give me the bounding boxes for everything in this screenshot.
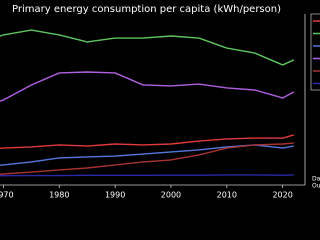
series-line xyxy=(0,174,294,177)
x-tick-label: 1980 xyxy=(49,191,69,200)
source-note: Da xyxy=(312,176,320,183)
chart-title: Primary energy consumption per capita (k… xyxy=(12,4,281,15)
series-line xyxy=(0,142,294,175)
chart: Primary energy consumption per capita (k… xyxy=(0,4,320,200)
series-line xyxy=(0,144,294,166)
series-line xyxy=(0,134,295,150)
plot-area xyxy=(0,29,295,177)
series-line xyxy=(0,71,295,102)
x-tick-label: 1990 xyxy=(105,191,125,200)
x-tick-label: 1970 xyxy=(0,191,14,200)
x-tick-label: 2010 xyxy=(217,191,237,200)
series-line xyxy=(0,29,295,66)
x-tick-label: 2000 xyxy=(161,191,181,200)
x-tick-label: 2020 xyxy=(272,191,292,200)
legend-box xyxy=(310,13,320,91)
source-note: Ou xyxy=(312,183,320,190)
